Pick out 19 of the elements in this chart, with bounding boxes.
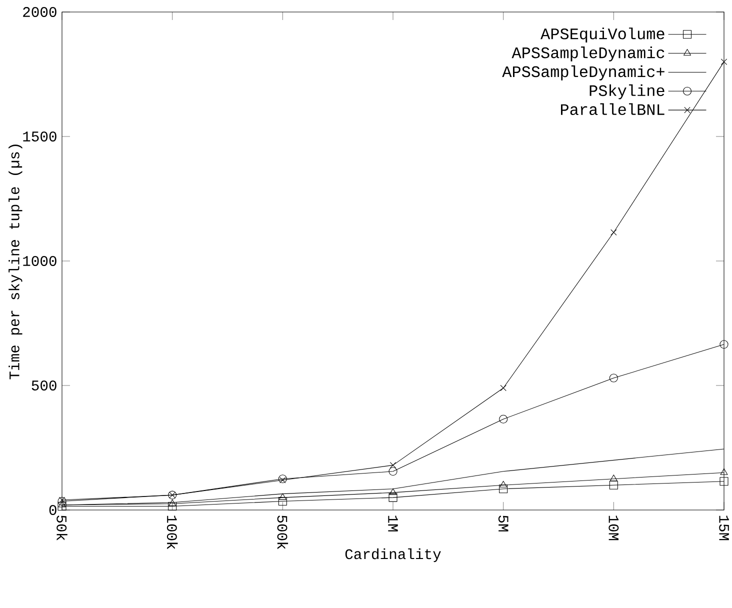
y-tick-label: 2000 (23, 7, 56, 17)
legend-label: PSkyline (590, 84, 664, 100)
x-tick-label: 10M (608, 516, 619, 540)
x-tick-label: 5M (498, 516, 508, 532)
x-tick-label: 15M (719, 516, 729, 540)
x-tick-label: 1M (388, 516, 398, 532)
y-tick-label: 1000 (23, 256, 56, 266)
legend-label: APSSampleDynamic (512, 46, 664, 62)
legend-label: ParallelBNL (561, 103, 664, 116)
y-tick-label: 0 (49, 505, 56, 515)
y-tick-label: 1500 (23, 132, 56, 142)
legend-label: APSSampleDynamic+ (502, 65, 664, 80)
y-tick-label: 500 (32, 380, 56, 390)
x-tick-label: 50k (56, 516, 68, 540)
x-tick-label: 100k (166, 516, 178, 550)
x-tick-label: 500k (277, 516, 288, 550)
legend-label: APSEquiVolume (540, 28, 664, 42)
x-axis-title: Cardinality (345, 548, 441, 562)
y-axis-title: Time per skyline tuple (µs) (8, 144, 22, 380)
